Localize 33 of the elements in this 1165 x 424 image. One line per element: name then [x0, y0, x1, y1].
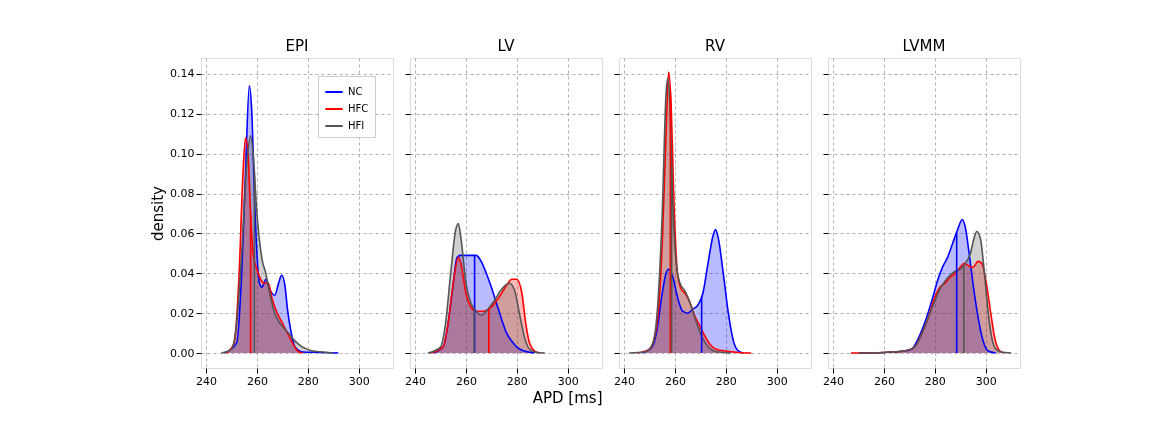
x-axis-title: APD [ms] [532, 388, 603, 407]
chart-title: EPI [285, 37, 309, 55]
y-tick-label: 0.10 [170, 147, 195, 161]
legend-label: HFI [348, 120, 365, 131]
y-tick-label: 0.14 [170, 67, 195, 81]
x-tick-label: 280 [715, 374, 737, 388]
x-tick-label: 240 [405, 374, 427, 388]
y-tick-label: 0.12 [170, 107, 195, 121]
x-tick-label: 300 [975, 374, 997, 388]
chart-title: RV [705, 37, 726, 55]
y-tick-label: 0.00 [170, 346, 195, 360]
x-tick-label: 300 [766, 374, 788, 388]
x-tick-label: 260 [873, 374, 895, 388]
x-tick-label: 260 [246, 374, 268, 388]
x-tick-label: 280 [924, 374, 946, 388]
x-tick-label: 300 [557, 374, 579, 388]
x-tick-label: 280 [297, 374, 319, 388]
x-tick-label: 260 [664, 374, 686, 388]
chart-title: LVMM [902, 37, 946, 55]
y-axis-title: density [149, 185, 168, 241]
y-tick-label: 0.02 [170, 306, 195, 320]
x-tick-label: 280 [506, 374, 528, 388]
x-tick-label: 260 [455, 374, 477, 388]
y-tick-label: 0.06 [170, 226, 195, 240]
legend-label: NC [348, 86, 363, 97]
legend-label: HFC [348, 103, 369, 114]
x-tick-label: 240 [823, 374, 845, 388]
y-tick-label: 0.08 [170, 187, 195, 201]
chart-title: LV [497, 37, 516, 55]
y-tick-label: 0.04 [170, 266, 195, 280]
x-tick-label: 240 [614, 374, 636, 388]
x-tick-label: 240 [196, 374, 218, 388]
x-tick-label: 300 [348, 374, 370, 388]
